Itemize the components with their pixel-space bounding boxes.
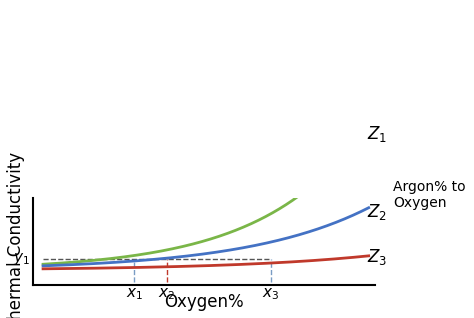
Text: $Z_3$: $Z_3$ — [367, 247, 387, 267]
Text: $x_1$: $x_1$ — [126, 286, 143, 302]
Text: Argon% to
Oxygen: Argon% to Oxygen — [393, 180, 466, 210]
Y-axis label: Thermal Conductivity: Thermal Conductivity — [7, 152, 25, 318]
Text: $x_3$: $x_3$ — [262, 286, 280, 302]
X-axis label: Oxygen%: Oxygen% — [164, 293, 244, 311]
Text: $Z_2$: $Z_2$ — [367, 202, 387, 222]
Text: $x_2$: $x_2$ — [158, 286, 175, 302]
Text: $Z_1$: $Z_1$ — [367, 124, 387, 144]
Text: $y_1$: $y_1$ — [13, 251, 30, 267]
